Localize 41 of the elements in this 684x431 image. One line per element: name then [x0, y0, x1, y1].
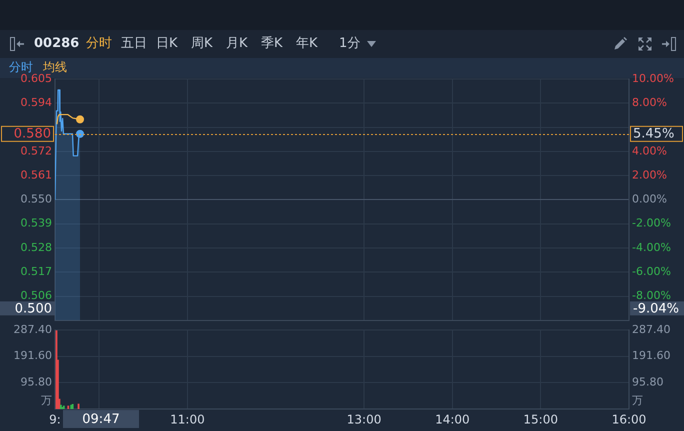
y-tick-label: 0.517 [20, 264, 52, 278]
y-tick-label: 95.80 [20, 376, 52, 389]
y2-tick-label: -4.00% [632, 240, 671, 254]
y2-tick-label: 8.00% [632, 96, 667, 109]
y-tick-label: 191.60 [14, 349, 52, 362]
text: 5.45% [633, 126, 674, 142]
x-tick-label: 14:00 [435, 412, 470, 426]
x-tick-label: 9: [49, 412, 61, 426]
y2-tick-label: -6.00% [632, 264, 671, 278]
text: 分时 [9, 59, 33, 74]
y-tick-label: 0.594 [20, 96, 52, 109]
y2-tick-label: -2.00% [632, 216, 671, 230]
y2-axis-title: 万 [632, 394, 643, 407]
text: -9.04% [633, 301, 679, 316]
y-tick-label: 287.40 [14, 322, 52, 336]
y-axis-title: 万 [41, 394, 52, 407]
text: 0.500 [14, 301, 52, 316]
y-tick-label: 0.550 [20, 192, 52, 206]
text: 09:47 [82, 412, 120, 427]
y-tick-label: 0.561 [20, 168, 52, 182]
x-tick-label: 16:00 [612, 412, 646, 426]
y2-tick-label: 287.40 [632, 322, 670, 336]
chart-title: 00286 [34, 36, 80, 52]
text: 分时 五日 日K 周K 月K 季K 年K 1分 [86, 36, 360, 51]
y-tick-label: 0.605 [20, 72, 52, 85]
y-tick-label: 0.539 [20, 216, 52, 230]
y2-tick-label: 2.00% [632, 168, 667, 182]
y-tick-label: 0.506 [20, 289, 52, 302]
y-tick-label: 0.528 [20, 240, 52, 254]
y2-tick-label: 95.80 [632, 376, 664, 389]
x-tick-label: 11:00 [170, 412, 205, 426]
text: 均线 [43, 59, 67, 74]
y2-tick-label: -8.00% [632, 289, 671, 302]
y2-tick-label: 0.00% [632, 192, 667, 206]
y2-tick-label: 191.60 [632, 349, 670, 362]
x-tick-label: 15:00 [523, 412, 558, 426]
y2-tick-label: 4.00% [632, 144, 667, 158]
x-tick-label: 13:00 [346, 412, 382, 426]
y2-tick-label: 10.00% [632, 72, 674, 85]
ref-line-label: 0.580 [14, 126, 51, 142]
y-tick-label: 0.572 [20, 144, 52, 158]
